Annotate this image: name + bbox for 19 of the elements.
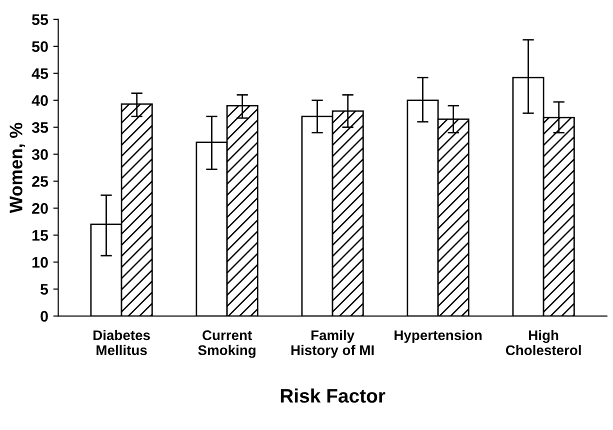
- y-tick-label: 40: [32, 95, 48, 106]
- x-tick-label: High Cholesterol: [506, 330, 581, 356]
- y-tick-label: 55: [32, 14, 48, 26]
- y-tick-label: 45: [32, 68, 48, 79]
- y-tick-label: 15: [32, 230, 48, 241]
- x-axis-title: Risk Factor: [280, 388, 386, 403]
- y-tick-label: 10: [32, 256, 48, 268]
- x-tick-label: Current Smoking: [198, 330, 256, 358]
- x-tick-label: Diabetes Mellitus: [94, 330, 150, 356]
- x-tick-label: Family History of MI: [291, 330, 374, 358]
- x-tick-label: Hypertension: [394, 330, 482, 343]
- y-tick-label: 0: [40, 310, 48, 322]
- y-axis-title: Women, %: [10, 122, 26, 214]
- y-tick-label: 5: [40, 284, 48, 295]
- y-tick-label: 30: [32, 149, 48, 160]
- y-tick-label: 35: [32, 122, 48, 133]
- y-tick-label: 20: [32, 203, 48, 214]
- y-tick-label: 50: [32, 41, 48, 52]
- y-tick-label: 25: [32, 176, 48, 187]
